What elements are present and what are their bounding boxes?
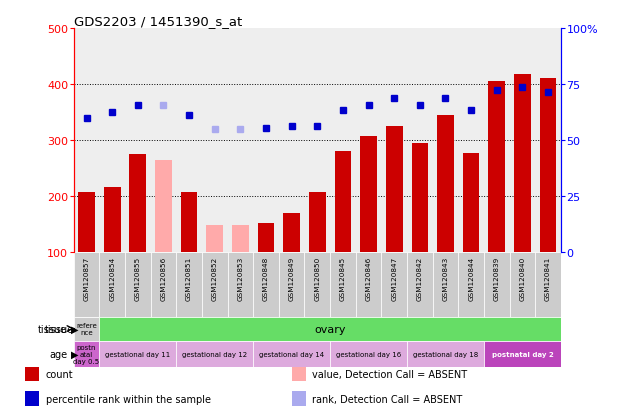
Bar: [125, 253, 151, 317]
Text: GSM120854: GSM120854: [109, 256, 115, 300]
Text: gestational day 16: gestational day 16: [336, 351, 401, 357]
Bar: [253, 341, 330, 368]
Text: gestational day 12: gestational day 12: [182, 351, 247, 357]
Bar: [488, 82, 505, 253]
Bar: [484, 341, 561, 368]
Text: GSM120855: GSM120855: [135, 256, 141, 300]
Bar: [283, 214, 300, 253]
Bar: [330, 341, 407, 368]
Bar: [258, 223, 274, 253]
Bar: [437, 116, 454, 253]
Bar: [151, 253, 176, 317]
Bar: [206, 226, 223, 253]
Bar: [407, 341, 484, 368]
Bar: [74, 253, 99, 317]
Text: GSM120845: GSM120845: [340, 256, 346, 300]
Bar: [78, 193, 95, 253]
Bar: [535, 253, 561, 317]
Text: GSM120839: GSM120839: [494, 256, 500, 300]
Text: gestational day 18: gestational day 18: [413, 351, 478, 357]
Text: GSM120846: GSM120846: [365, 256, 372, 300]
Bar: [176, 341, 253, 368]
Bar: [386, 127, 403, 253]
Text: tissue: tissue: [45, 324, 74, 334]
Bar: [292, 366, 306, 381]
Bar: [356, 253, 381, 317]
Bar: [176, 253, 202, 317]
Text: refere
nce: refere nce: [76, 322, 97, 335]
Text: age: age: [49, 349, 67, 359]
Bar: [484, 253, 510, 317]
Bar: [155, 160, 172, 253]
Bar: [74, 341, 99, 368]
Bar: [129, 155, 146, 253]
Text: count: count: [46, 369, 73, 379]
Bar: [309, 193, 326, 253]
Text: gestational day 14: gestational day 14: [259, 351, 324, 357]
Text: GSM120841: GSM120841: [545, 256, 551, 300]
Text: GSM120849: GSM120849: [288, 256, 295, 300]
Bar: [104, 187, 121, 253]
Bar: [99, 253, 125, 317]
Bar: [232, 226, 249, 253]
Text: GSM120848: GSM120848: [263, 256, 269, 300]
Text: postnatal day 2: postnatal day 2: [492, 351, 553, 357]
Bar: [360, 137, 377, 253]
Bar: [335, 152, 351, 253]
Bar: [228, 253, 253, 317]
Bar: [26, 366, 39, 381]
Text: GDS2203 / 1451390_s_at: GDS2203 / 1451390_s_at: [74, 15, 242, 28]
Bar: [279, 253, 304, 317]
Bar: [181, 193, 197, 253]
Text: GSM120853: GSM120853: [237, 256, 244, 300]
Bar: [381, 253, 407, 317]
Text: GSM120852: GSM120852: [212, 256, 218, 300]
Bar: [463, 154, 479, 253]
Bar: [433, 253, 458, 317]
Text: postn
atal
day 0.5: postn atal day 0.5: [74, 344, 99, 364]
Text: GSM120851: GSM120851: [186, 256, 192, 300]
Text: GSM120840: GSM120840: [519, 256, 526, 300]
Text: ovary: ovary: [314, 324, 346, 334]
Text: GSM120844: GSM120844: [468, 256, 474, 300]
Text: GSM120842: GSM120842: [417, 256, 423, 300]
Text: gestational day 11: gestational day 11: [105, 351, 171, 357]
Bar: [407, 253, 433, 317]
Bar: [74, 317, 99, 341]
Text: GSM120847: GSM120847: [391, 256, 397, 300]
Text: GSM120843: GSM120843: [442, 256, 449, 300]
Text: percentile rank within the sample: percentile rank within the sample: [46, 394, 211, 404]
Bar: [540, 79, 556, 253]
Bar: [458, 253, 484, 317]
Bar: [202, 253, 228, 317]
Bar: [26, 391, 39, 406]
Text: tissue: tissue: [38, 324, 67, 334]
Bar: [514, 75, 531, 253]
Text: GSM120856: GSM120856: [160, 256, 167, 300]
Text: rank, Detection Call = ABSENT: rank, Detection Call = ABSENT: [312, 394, 463, 404]
Text: GSM120857: GSM120857: [83, 256, 90, 300]
Bar: [292, 391, 306, 406]
Text: GSM120850: GSM120850: [314, 256, 320, 300]
Bar: [99, 341, 176, 368]
Bar: [412, 144, 428, 253]
Bar: [510, 253, 535, 317]
Bar: [330, 253, 356, 317]
Bar: [253, 253, 279, 317]
Text: ▶: ▶: [71, 324, 78, 334]
Bar: [304, 253, 330, 317]
Text: ▶: ▶: [71, 349, 78, 359]
Text: value, Detection Call = ABSENT: value, Detection Call = ABSENT: [312, 369, 467, 379]
